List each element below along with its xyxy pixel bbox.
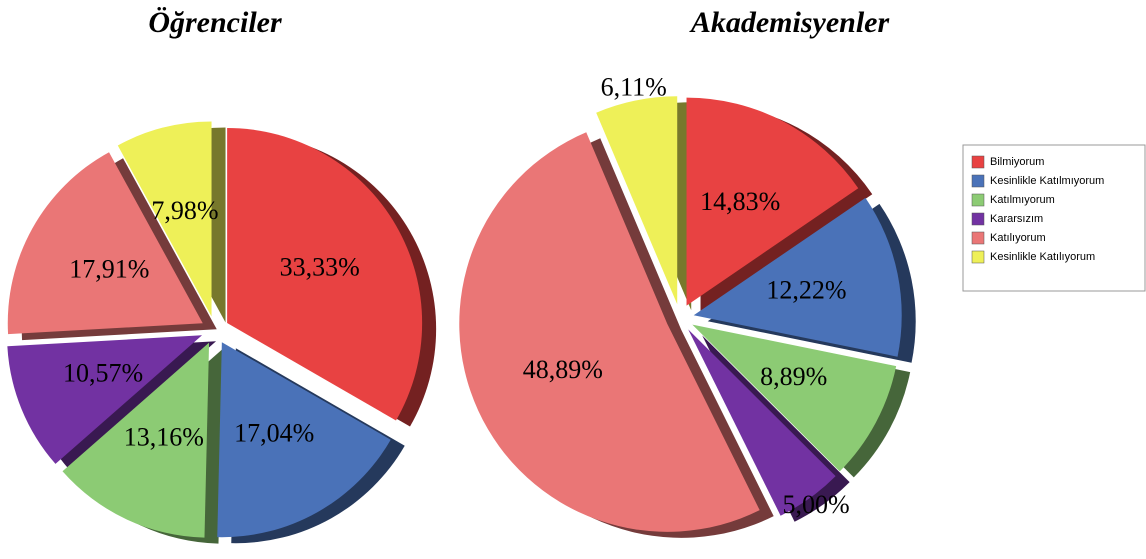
- slice: [117, 121, 212, 317]
- legend-swatch: [971, 212, 985, 226]
- value-label: 6,11%: [601, 73, 667, 102]
- slice: [62, 342, 210, 538]
- legend-label: Katılıyorum: [990, 232, 1046, 244]
- value-label: 33,33%: [280, 253, 360, 282]
- value-label: 48,89%: [523, 355, 603, 384]
- value-label: 10,57%: [63, 359, 143, 388]
- legend-label: Kesinlikle Katılmıyorum: [990, 175, 1104, 187]
- slice: [596, 96, 678, 305]
- value-label: 7,98%: [151, 196, 218, 225]
- slice: [217, 342, 391, 538]
- slice: [692, 324, 897, 472]
- slice: [459, 132, 760, 532]
- legend-label: Bilmiyorum: [990, 156, 1044, 168]
- chart-title: Öğrenciler: [148, 6, 282, 39]
- value-label: 8,89%: [760, 362, 827, 391]
- chart-title: Akademisyenler: [689, 6, 890, 39]
- legend-swatch: [971, 193, 985, 207]
- slice: [7, 335, 203, 464]
- legend-swatch: [971, 155, 985, 169]
- legend-label: Katılmıyorum: [990, 194, 1055, 206]
- slice: [686, 97, 859, 306]
- legend-label: Kararsızım: [990, 213, 1043, 225]
- value-label: 17,91%: [69, 254, 149, 283]
- value-label: 17,04%: [234, 418, 314, 447]
- value-label: 14,83%: [700, 187, 780, 216]
- value-label: 12,22%: [766, 275, 846, 304]
- value-label: 5,00%: [783, 490, 850, 519]
- legend-swatch: [971, 250, 985, 264]
- slice: [693, 197, 902, 357]
- slice: [688, 329, 836, 516]
- legend-label: Kesinlikle Katılıyorum: [990, 251, 1095, 263]
- legend-swatch: [971, 231, 985, 245]
- legend-swatch: [971, 174, 985, 188]
- legend-box: [962, 144, 1146, 292]
- value-label: 13,16%: [124, 423, 204, 452]
- slice: [7, 152, 203, 335]
- slice: [227, 128, 423, 421]
